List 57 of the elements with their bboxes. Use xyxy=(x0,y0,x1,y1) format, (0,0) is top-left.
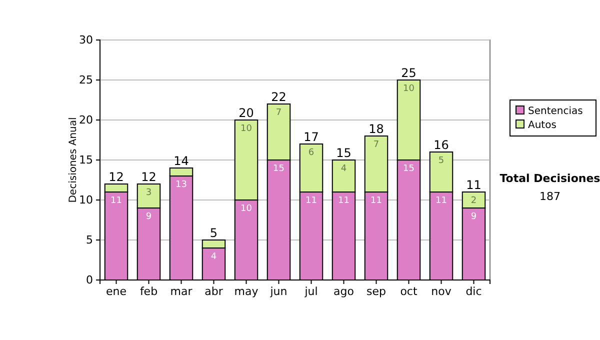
data-label: 11 xyxy=(110,196,122,206)
x-tick-label: oct xyxy=(400,284,418,298)
y-tick-label: 20 xyxy=(79,114,93,127)
data-label: 2 xyxy=(470,196,477,206)
total-label: 18 xyxy=(368,122,384,136)
data-label: 11 xyxy=(370,196,382,206)
y-tick-label: 10 xyxy=(79,194,93,207)
data-label: 15 xyxy=(403,164,414,174)
y-tick-label: 25 xyxy=(79,74,93,87)
x-tick-label: ene xyxy=(106,284,127,298)
x-tick-label: jul xyxy=(304,284,318,298)
data-label: 10 xyxy=(403,84,415,94)
legend-label: Autos xyxy=(528,120,556,131)
total-label: 16 xyxy=(434,138,449,152)
data-label: 4 xyxy=(340,164,347,174)
data-label: 9 xyxy=(470,212,477,222)
y-tick-label: 0 xyxy=(86,274,93,287)
data-label: 7 xyxy=(373,140,380,150)
x-tick-label: sep xyxy=(366,284,386,298)
data-label: 13 xyxy=(176,180,187,190)
y-tick-label: 15 xyxy=(79,154,93,167)
y-tick-label: 30 xyxy=(79,34,93,47)
x-tick-label: ago xyxy=(334,284,354,298)
data-label: 5 xyxy=(438,156,444,166)
total-label: 25 xyxy=(401,66,416,80)
x-tick-label: may xyxy=(234,284,259,298)
legend-label: Sentencias xyxy=(528,106,583,117)
text: Total Decisiones xyxy=(500,172,600,185)
total-label: 15 xyxy=(336,146,352,160)
x-tick-label: jun xyxy=(269,284,288,298)
total-label: 22 xyxy=(271,90,286,104)
total-label: 20 xyxy=(238,106,254,120)
data-label: 4 xyxy=(210,252,217,262)
data-label: 11 xyxy=(306,196,317,206)
x-tick-label: nov xyxy=(431,284,452,298)
x-tick-label: abr xyxy=(204,284,224,298)
data-label: 6 xyxy=(308,148,314,158)
total-label: 5 xyxy=(210,226,218,240)
x-tick-label: mar xyxy=(170,284,193,298)
y-tick-label: 5 xyxy=(86,234,93,247)
total-label: 12 xyxy=(108,170,124,184)
data-label: 7 xyxy=(276,108,282,118)
data-label: 3 xyxy=(146,188,152,198)
y-axis-title: Decisiones Anual xyxy=(68,117,79,203)
data-label: 10 xyxy=(240,204,252,214)
data-label: 15 xyxy=(273,164,284,174)
x-tick-label: dic xyxy=(466,284,482,298)
total-label: 11 xyxy=(466,178,482,192)
data-label: 11 xyxy=(338,196,350,206)
data-label: 10 xyxy=(240,124,252,134)
data-label: 9 xyxy=(146,212,152,222)
x-tick-label: feb xyxy=(140,284,158,298)
data-label: 11 xyxy=(436,196,447,206)
total-label: 17 xyxy=(304,130,319,144)
total-label: 12 xyxy=(141,170,156,184)
total-label: 14 xyxy=(174,154,189,168)
text: 187 xyxy=(540,190,560,203)
